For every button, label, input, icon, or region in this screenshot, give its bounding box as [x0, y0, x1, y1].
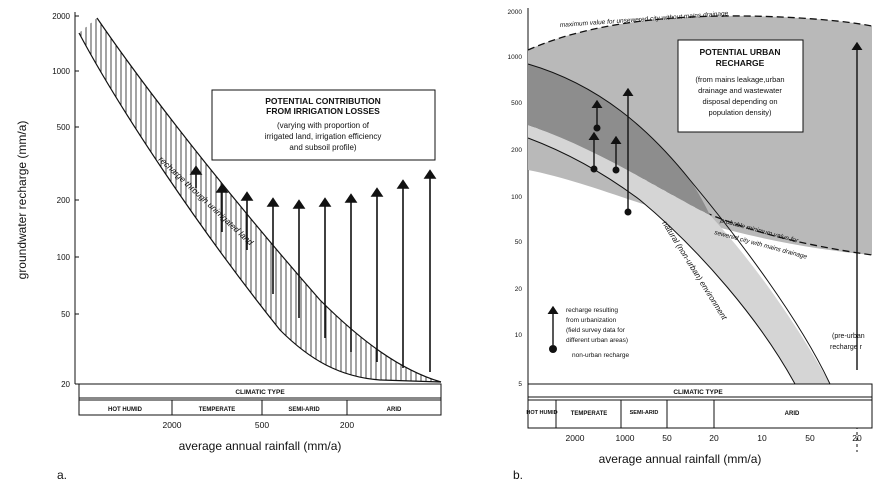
panel-a-annotation-box — [211, 89, 436, 161]
panel-a-ytick: 100 — [57, 253, 71, 262]
panel-b-y-ticks: 2000 1000 500 200 100 50 20 10 5 — [508, 9, 523, 388]
panel-a-climate-table: CLIMATIC TYPE HOT HUMID TEMPERATE SEMI-A… — [78, 383, 442, 416]
panel-b-annotation-box — [677, 39, 804, 133]
panel-a-climate-cell: ARID — [387, 407, 402, 413]
panel-b-box-text: drainage and wastewater — [698, 86, 782, 95]
panel-b-ytick: 20 — [515, 286, 523, 293]
panel-b-top-boundary — [527, 15, 873, 51]
panel-b-xtick: 1000 — [616, 433, 635, 443]
panel-b-legend-text: (field survey data for — [566, 327, 626, 334]
panel-a-lower-curve — [78, 32, 442, 383]
panel-a-box-text: (varying with proportion of — [277, 121, 370, 130]
panel-b-legend-text: different urban areas) — [566, 337, 628, 344]
panel-b-xtick: 50 — [662, 433, 672, 443]
panel-a-box-title: FROM IRRIGATION LOSSES — [266, 106, 380, 116]
panel-b-xtick: 20 — [709, 433, 719, 443]
panel-a-ytick: 500 — [57, 123, 71, 132]
panel-b-ytick: 200 — [511, 147, 522, 154]
panel-b-xlabel: average annual rainfall (mm/a) — [599, 452, 762, 466]
panel-a-band-fill — [79, 18, 441, 382]
panel-a-xtick: 200 — [340, 420, 354, 430]
panel-a-label: a. — [57, 468, 67, 482]
panel-b-natural-upper — [527, 63, 831, 385]
panel-b-legend-text: recharge resulting — [566, 307, 618, 314]
panel-a-box-text: irrigated land, irrigation efficiency — [265, 132, 382, 141]
panel-b-box-text: population density) — [709, 108, 772, 117]
panel-a: 2000 1000 500 200 100 50 20 groundwater … — [15, 12, 442, 482]
panel-b-ytick: 5 — [518, 381, 522, 388]
panel-a-y-ticks: 2000 1000 500 200 100 50 20 — [52, 12, 79, 389]
panel-b-climate-cell: HOT HUMID — [526, 410, 557, 416]
panel-a-climate-title: CLIMATIC TYPE — [235, 389, 285, 396]
panel-a-ytick: 200 — [57, 196, 71, 205]
panel-a-climate-cell: HOT HUMID — [108, 407, 143, 413]
panel-b-climate-title: CLIMATIC TYPE — [673, 389, 723, 396]
panel-a-climate-cell: TEMPERATE — [199, 407, 236, 413]
panel-a-box-text: and subsoil profile) — [289, 143, 356, 152]
panel-b-climate-cell: SEMI-ARID — [630, 410, 659, 416]
panel-b-natural-band — [528, 125, 830, 384]
panel-b-natural-lower — [527, 137, 796, 385]
panel-b-legend-text: from urbanization — [566, 317, 617, 324]
panel-a-upper-curve — [96, 17, 442, 383]
survey-dot — [624, 208, 632, 216]
panel-a-ytick: 20 — [61, 380, 70, 389]
panel-b-xtick: 50 — [805, 433, 815, 443]
panel-b-box-title: POTENTIAL URBAN — [699, 47, 780, 57]
panel-b-pre-urban-label: recharge r — [830, 344, 863, 351]
panel-b-xtick: 20 — [852, 433, 862, 443]
panel-a-xtick: 500 — [255, 420, 269, 430]
panel-b-box-title: RECHARGE — [716, 58, 765, 68]
panel-b-ytick: 2000 — [508, 9, 523, 16]
panel-b-ytick: 10 — [515, 332, 523, 339]
survey-dot — [593, 124, 601, 132]
panel-a-ytick: 1000 — [52, 67, 70, 76]
panel-b-ytick: 500 — [511, 100, 522, 107]
panel-a-ytick: 50 — [61, 310, 70, 319]
panel-a-ylabel: groundwater recharge (mm/a) — [15, 121, 29, 280]
panel-b-pre-urban-label: (pre-urban — [832, 333, 865, 340]
panel-b-climate-cell: TEMPERATE — [571, 411, 608, 417]
panel-b-xtick: 10 — [757, 433, 767, 443]
panel-b-legend-text: non-urban recharge — [572, 352, 629, 359]
panel-b-climate-cell: ARID — [785, 411, 800, 417]
panel-b: 2000 1000 500 200 100 50 20 10 5 maximum… — [508, 8, 873, 482]
panel-a-xlabel: average annual rainfall (mm/a) — [179, 439, 342, 453]
panel-b-ytick: 1000 — [508, 54, 523, 61]
panel-b-legend: recharge resulting from urbanization (fi… — [547, 305, 629, 359]
survey-dot — [612, 166, 620, 174]
panel-a-ytick: 2000 — [52, 12, 70, 21]
panel-b-survey-arrows — [588, 41, 863, 452]
panel-a-xtick: 2000 — [163, 420, 182, 430]
panel-b-xtick: 2000 — [566, 433, 585, 443]
panel-b-box-text: (from mains leakage,urban — [695, 75, 784, 84]
survey-dot — [590, 165, 598, 173]
panel-b-climate-table: CLIMATIC TYPE HOT HUMID TEMPERATE SEMI-A… — [526, 383, 873, 429]
panel-a-box-title: POTENTIAL CONTRIBUTION — [265, 96, 381, 106]
panel-b-ytick: 50 — [515, 239, 523, 246]
panel-b-box-text: disposal depending on — [702, 97, 777, 106]
panel-b-ytick: 100 — [511, 194, 522, 201]
panel-a-climate-cell: SEMI-ARID — [288, 407, 320, 413]
panel-a-arrows — [189, 165, 437, 372]
panel-b-label: b. — [513, 468, 523, 482]
